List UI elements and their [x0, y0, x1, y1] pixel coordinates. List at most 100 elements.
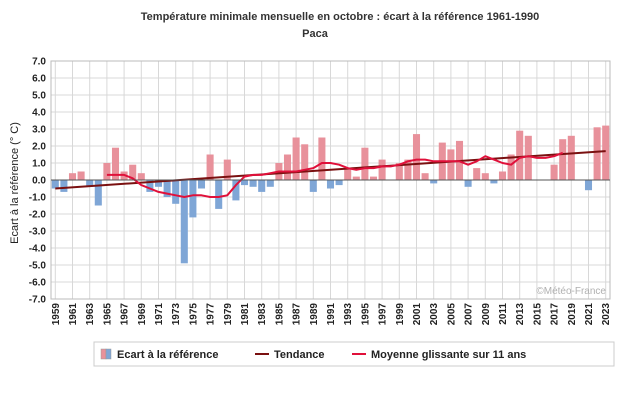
y-tick-label: -5.0: [29, 261, 47, 272]
y-tick-label: 3.0: [32, 125, 46, 136]
bar: [206, 154, 214, 180]
chart-subtitle: Paca: [302, 28, 329, 40]
bar: [473, 168, 481, 180]
bar: [301, 144, 309, 180]
bar: [223, 159, 231, 180]
bars: [51, 125, 610, 264]
y-tick-label: 2.0: [32, 142, 46, 153]
y-tick-label: 1.0: [32, 159, 46, 170]
x-tick-label: 1963: [85, 303, 96, 326]
bar: [77, 171, 85, 180]
credit-text: ©Météo-France: [536, 286, 606, 297]
x-tick-label: 1973: [171, 303, 182, 326]
legend-box: [93, 341, 615, 367]
bar: [197, 180, 206, 189]
x-tick-label: 2009: [481, 303, 492, 326]
bar: [395, 163, 403, 180]
bar: [86, 180, 94, 187]
x-tick-label: 1965: [102, 303, 113, 326]
chart-title: Température minimale mensuelle en octobr…: [141, 11, 539, 23]
bar: [172, 180, 180, 204]
x-tick-label: 1971: [154, 303, 165, 326]
y-tick-label: -4.0: [29, 244, 47, 255]
bar: [111, 147, 120, 180]
x-tick-label: 1983: [257, 303, 268, 326]
bar: [550, 164, 558, 180]
bar: [524, 135, 532, 180]
moving-average-line: [106, 151, 564, 198]
bar: [498, 171, 507, 180]
x-tick-label: 1979: [223, 303, 234, 326]
y-tick-label: 6.0: [32, 74, 46, 85]
x-tick-label: 2017: [550, 303, 561, 326]
x-tick-label: 1989: [309, 303, 320, 326]
bar: [361, 147, 369, 180]
x-tick-label: 1987: [292, 303, 303, 326]
bar: [292, 137, 300, 180]
bar: [490, 180, 498, 184]
bar: [602, 125, 610, 180]
legend-label-trend: Tendance: [274, 349, 325, 361]
bar: [51, 180, 59, 189]
bar: [258, 180, 266, 192]
bar: [146, 180, 154, 192]
bar: [180, 180, 188, 264]
x-tick-label: 1995: [360, 303, 371, 326]
bar: [567, 135, 575, 180]
bar: [559, 139, 567, 180]
bar: [369, 176, 378, 180]
bar: [344, 168, 352, 180]
axes: 7.0 6.0 5.0 4.0 3.0 2.0 1.0 0.0 -1.0 -2.0 -3.0 -4.0…: [29, 57, 612, 326]
bar: [60, 180, 68, 192]
x-tick-label: 1997: [378, 303, 389, 326]
x-tick-label: 2001: [412, 303, 423, 326]
bar: [464, 180, 472, 187]
bar: [447, 149, 455, 180]
bar: [163, 180, 171, 197]
lines: [55, 150, 606, 198]
bar: [103, 163, 111, 180]
y-tick-label: 7.0: [32, 57, 46, 68]
x-tick-label: 2013: [515, 303, 526, 326]
legend-label-moving-average: Moyenne glissante sur 11 ans: [371, 349, 526, 361]
bar: [309, 180, 317, 192]
x-tick-label: 2005: [446, 303, 457, 326]
y-tick-label: -3.0: [29, 227, 47, 238]
y-tick-label: -6.0: [29, 278, 47, 289]
x-tick-label: 1999: [395, 303, 406, 326]
x-tick-label: 2007: [464, 303, 475, 326]
bar: [189, 180, 197, 218]
x-tick-label: 1985: [274, 303, 285, 326]
bar: [412, 134, 421, 180]
x-tick-label: 2011: [498, 303, 509, 325]
bar: [352, 176, 360, 180]
legend-label-deviation: Ecart à la référence: [117, 349, 219, 361]
bar: [94, 180, 102, 206]
y-tick-label: 4.0: [32, 108, 46, 119]
bar: [318, 137, 326, 180]
x-tick-label: 2021: [584, 303, 595, 326]
grid: [51, 60, 610, 300]
y-tick-label: -7.0: [29, 295, 47, 306]
y-tick-label: -1.0: [29, 193, 47, 204]
bar: [516, 130, 524, 180]
x-tick-label: 1977: [206, 303, 217, 326]
x-tick-label: 2019: [567, 303, 578, 326]
bar: [593, 127, 601, 180]
bar: [266, 180, 274, 187]
x-tick-label: 1959: [51, 303, 62, 326]
bar: [378, 159, 386, 180]
x-tick-label: 2003: [429, 303, 440, 326]
x-tick-label: 1969: [137, 303, 148, 326]
bar: [283, 154, 292, 180]
bar: [249, 180, 257, 187]
x-tick-label: 1967: [120, 303, 131, 326]
x-tick-label: 1993: [343, 303, 354, 326]
y-axis-label: Ecart à la référence (° C): [9, 122, 21, 244]
bar: [129, 164, 137, 180]
bar: [481, 173, 489, 180]
x-tick-label: 1991: [326, 303, 337, 326]
bar: [215, 180, 223, 209]
legend-swatch-negative: [105, 348, 112, 360]
